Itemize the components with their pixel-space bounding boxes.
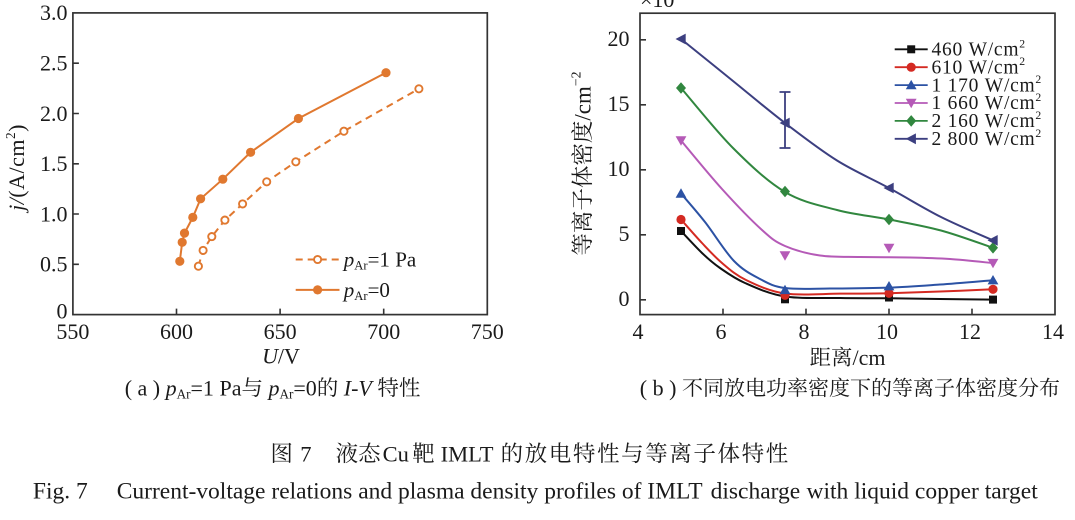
svg-text:0: 0 bbox=[619, 286, 630, 311]
svg-text:1: 1 bbox=[932, 75, 943, 96]
svg-text:and: and bbox=[358, 479, 392, 505]
svg-text:2: 2 bbox=[1019, 55, 1025, 68]
svg-text:2.0: 2.0 bbox=[40, 101, 68, 126]
svg-text:Pa: Pa bbox=[220, 375, 242, 400]
svg-text:800: 800 bbox=[948, 129, 980, 150]
svg-text:7: 7 bbox=[300, 441, 311, 466]
svg-text:plasma: plasma bbox=[398, 479, 465, 505]
svg-text:/cm: /cm bbox=[853, 345, 886, 370]
svg-text:Ar: Ar bbox=[177, 386, 192, 401]
svg-text:IMLT: IMLT bbox=[441, 441, 494, 466]
svg-text:W/cm: W/cm bbox=[985, 111, 1036, 132]
svg-text:14: 14 bbox=[1042, 319, 1064, 344]
svg-text:U: U bbox=[262, 343, 280, 368]
svg-text:Current-voltage: Current-voltage bbox=[117, 479, 266, 505]
svg-text:2: 2 bbox=[932, 111, 943, 132]
svg-text:660: 660 bbox=[948, 93, 980, 114]
svg-text:with: with bbox=[807, 479, 849, 505]
svg-text:160: 160 bbox=[948, 111, 980, 132]
svg-text:(A/cm: (A/cm bbox=[4, 139, 29, 198]
svg-text:2: 2 bbox=[1035, 127, 1041, 140]
svg-text:600: 600 bbox=[160, 319, 193, 344]
svg-text:5: 5 bbox=[619, 221, 630, 246]
svg-text:20: 20 bbox=[608, 26, 630, 51]
svg-text:12: 12 bbox=[959, 319, 981, 344]
svg-text:10: 10 bbox=[608, 156, 630, 181]
svg-text:relations: relations bbox=[271, 479, 352, 505]
svg-text:10: 10 bbox=[876, 319, 898, 344]
svg-text:2: 2 bbox=[1019, 37, 1025, 50]
svg-text:170: 170 bbox=[948, 75, 980, 96]
svg-text:=0: =0 bbox=[368, 278, 390, 302]
svg-text:6: 6 bbox=[716, 319, 727, 344]
svg-text:650: 650 bbox=[264, 319, 297, 344]
svg-text:700: 700 bbox=[367, 319, 400, 344]
svg-text:0: 0 bbox=[57, 299, 68, 324]
svg-text:/V: /V bbox=[278, 343, 300, 368]
svg-text:liquid: liquid bbox=[854, 479, 909, 505]
svg-text:): ) bbox=[669, 375, 676, 400]
svg-text:1.0: 1.0 bbox=[40, 201, 68, 226]
svg-text:(: ( bbox=[125, 375, 132, 400]
svg-text:): ) bbox=[4, 124, 29, 132]
svg-text:/cm: /cm bbox=[570, 86, 595, 121]
svg-text:550: 550 bbox=[56, 319, 89, 344]
svg-text:460: 460 bbox=[932, 40, 964, 61]
svg-text:(: ( bbox=[640, 375, 647, 400]
svg-text:V: V bbox=[358, 375, 374, 400]
svg-text:1: 1 bbox=[932, 93, 943, 114]
svg-text:W/cm: W/cm bbox=[969, 40, 1020, 61]
svg-text:2.5: 2.5 bbox=[40, 51, 68, 76]
svg-text:j/: j/ bbox=[4, 196, 29, 214]
svg-text:p: p bbox=[267, 375, 280, 400]
svg-text:=1: =1 bbox=[368, 248, 390, 272]
svg-text:copper: copper bbox=[915, 479, 979, 505]
svg-text:=0: =0 bbox=[293, 375, 316, 400]
svg-text:=1: =1 bbox=[191, 375, 214, 400]
svg-text:4: 4 bbox=[633, 319, 644, 344]
svg-text:p: p bbox=[342, 278, 355, 302]
svg-text:Cu: Cu bbox=[383, 441, 409, 466]
svg-text:8: 8 bbox=[799, 319, 810, 344]
svg-text:profiles: profiles bbox=[544, 479, 616, 505]
svg-text:discharge: discharge bbox=[711, 479, 801, 505]
svg-text:1.5: 1.5 bbox=[40, 151, 68, 176]
svg-text:×10: ×10 bbox=[640, 0, 674, 12]
svg-text:750: 750 bbox=[471, 319, 504, 344]
svg-text:2: 2 bbox=[3, 132, 18, 139]
svg-text:W/cm: W/cm bbox=[985, 75, 1036, 96]
svg-text:7: 7 bbox=[76, 479, 88, 505]
svg-text:b: b bbox=[653, 375, 664, 400]
svg-text:Fig.: Fig. bbox=[33, 479, 70, 505]
svg-text:p: p bbox=[342, 248, 355, 272]
svg-text:Ar: Ar bbox=[354, 258, 368, 272]
svg-text:2: 2 bbox=[1035, 91, 1041, 104]
svg-text:Ar: Ar bbox=[354, 289, 368, 303]
svg-text:target: target bbox=[985, 479, 1039, 505]
svg-text:3.0: 3.0 bbox=[40, 0, 68, 25]
svg-text:p: p bbox=[164, 375, 177, 400]
svg-text:Ar: Ar bbox=[280, 386, 295, 401]
svg-text:of: of bbox=[622, 479, 642, 505]
svg-text:IMLT: IMLT bbox=[647, 479, 702, 505]
svg-text:2: 2 bbox=[932, 129, 943, 150]
svg-text:−2: −2 bbox=[569, 71, 584, 86]
svg-text:a: a bbox=[138, 375, 148, 400]
svg-text:0.5: 0.5 bbox=[40, 252, 68, 277]
svg-text:density: density bbox=[470, 479, 538, 505]
svg-text:W/cm: W/cm bbox=[969, 57, 1020, 78]
svg-text:Pa: Pa bbox=[395, 248, 417, 272]
svg-text:-: - bbox=[351, 375, 358, 400]
svg-text:2: 2 bbox=[1035, 109, 1041, 122]
svg-text:15: 15 bbox=[608, 91, 630, 116]
svg-text:610: 610 bbox=[932, 57, 964, 78]
svg-text:W/cm: W/cm bbox=[985, 129, 1036, 150]
svg-text:): ) bbox=[153, 375, 160, 400]
svg-text:W/cm: W/cm bbox=[985, 93, 1036, 114]
svg-text:2: 2 bbox=[1035, 73, 1041, 86]
svg-text:I: I bbox=[343, 375, 353, 400]
